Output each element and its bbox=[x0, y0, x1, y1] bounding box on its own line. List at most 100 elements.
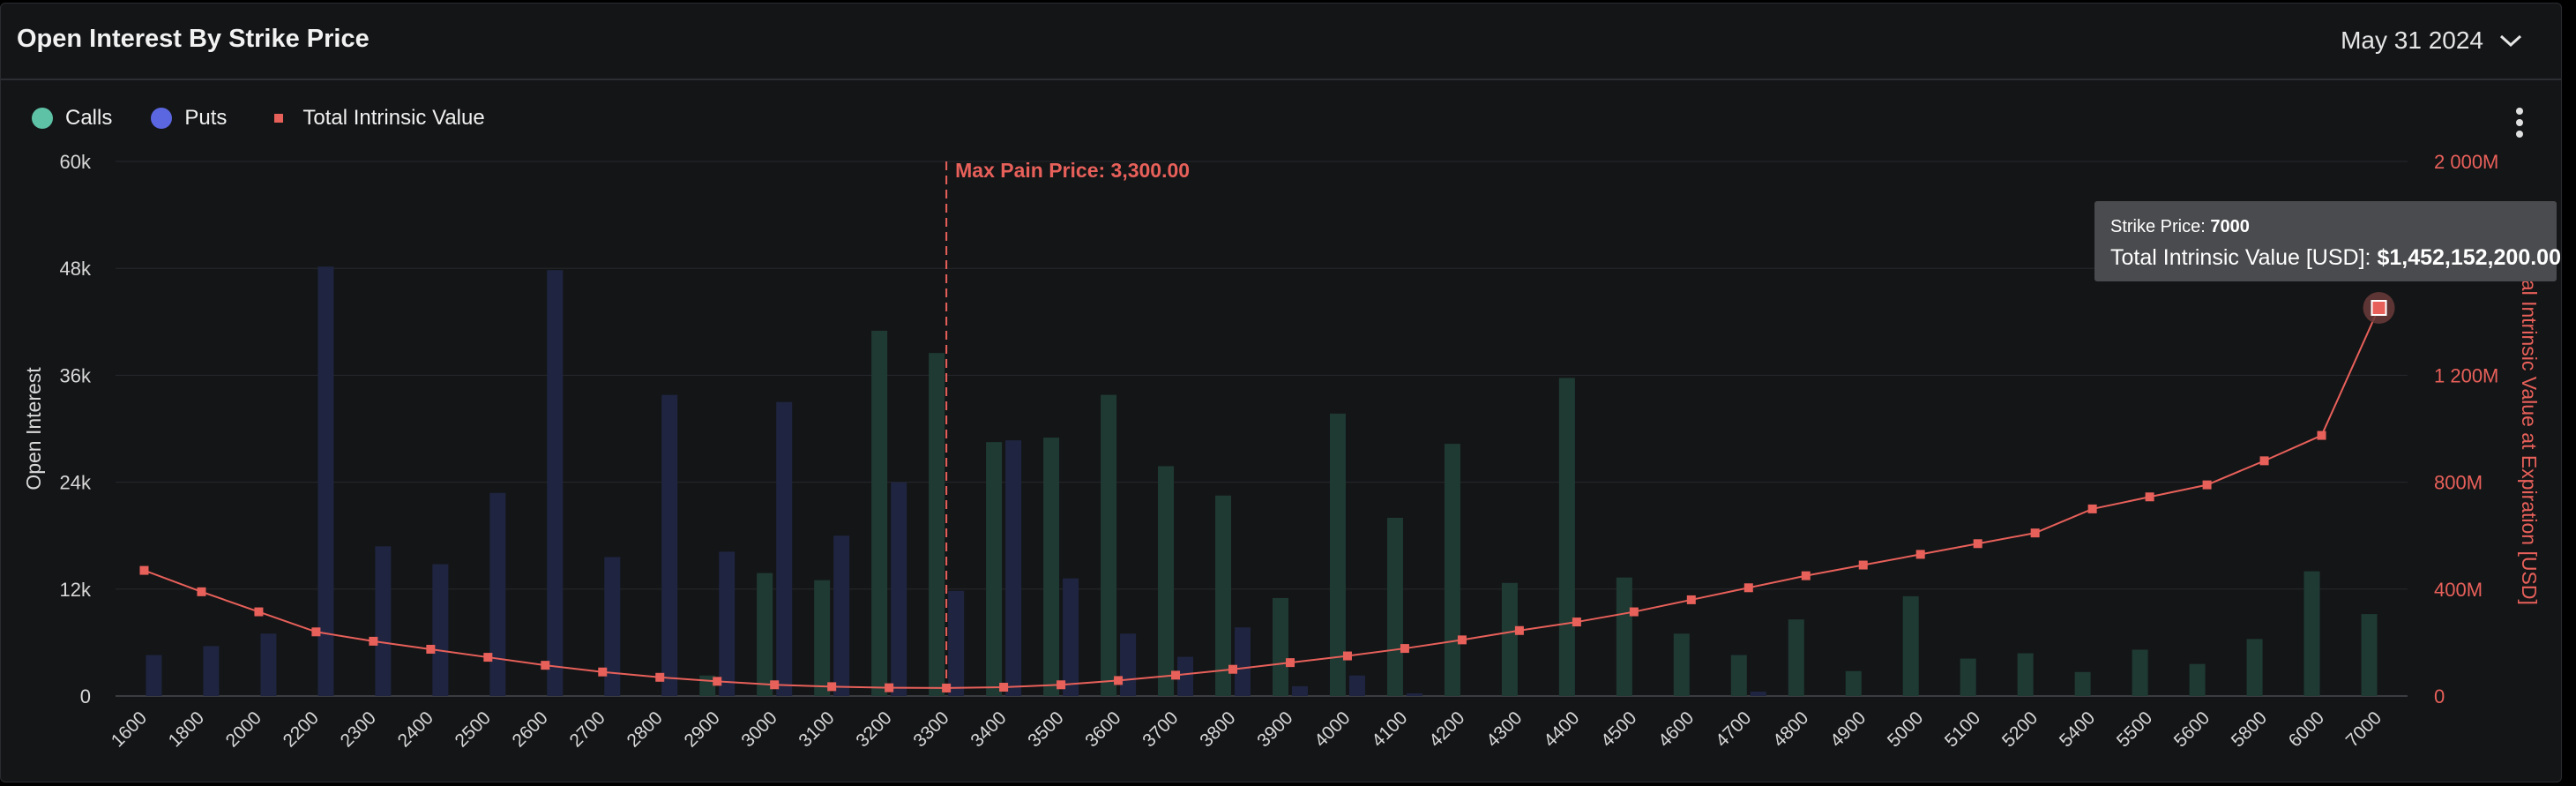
puts-bar bbox=[1348, 675, 1365, 696]
intrinsic-value-point bbox=[2145, 492, 2154, 502]
puts-bar bbox=[432, 564, 449, 696]
intrinsic-value-point bbox=[197, 587, 206, 596]
calls-bar bbox=[1501, 582, 1518, 696]
puts-bar bbox=[948, 590, 965, 696]
intrinsic-value-point bbox=[369, 636, 378, 646]
x-tick-label: 2200 bbox=[280, 707, 323, 751]
y-left-tick-label: 36k bbox=[60, 364, 92, 386]
calls-bar bbox=[1444, 444, 1460, 696]
legend-item-total-intrinsic-value[interactable]: Total Intrinsic Value bbox=[265, 106, 485, 131]
puts-bar bbox=[203, 646, 220, 696]
y-left-tick-label: 48k bbox=[60, 258, 92, 280]
calls-bar bbox=[1788, 619, 1804, 696]
tooltip-strike: Strike Price: 7000 bbox=[2110, 217, 2250, 237]
calls-bar bbox=[1616, 577, 1632, 696]
puts-bar bbox=[146, 655, 162, 696]
x-tick-label: 4300 bbox=[1482, 707, 1526, 751]
intrinsic-value-point bbox=[483, 653, 493, 662]
x-tick-label: 4200 bbox=[1425, 707, 1468, 751]
calls-bar bbox=[1101, 394, 1117, 696]
x-tick-label: 5800 bbox=[2228, 707, 2271, 751]
calls-bar bbox=[2303, 571, 2320, 696]
expiry-date-select[interactable]: May 31 2024 bbox=[2341, 26, 2522, 55]
x-tick-label: 3000 bbox=[737, 707, 780, 751]
puts-bar bbox=[776, 401, 793, 696]
x-tick-label: 5600 bbox=[2170, 707, 2214, 751]
intrinsic-value-point bbox=[770, 680, 780, 690]
intrinsic-value-point bbox=[1915, 550, 1925, 559]
y-left-tick-label: 60k bbox=[60, 151, 92, 173]
more-vertical-icon bbox=[2516, 108, 2523, 115]
calls-bar bbox=[1215, 495, 1232, 696]
y-right-tick-label: 2 000M bbox=[2434, 151, 2498, 173]
x-tick-label: 5500 bbox=[2113, 707, 2156, 751]
puts-bar bbox=[1120, 633, 1137, 696]
intrinsic-value-point bbox=[1057, 680, 1066, 690]
intrinsic-value-point bbox=[1171, 670, 1181, 680]
puts-bar bbox=[489, 492, 506, 696]
intrinsic-value-point bbox=[1572, 618, 1581, 627]
intrinsic-value-point bbox=[827, 682, 837, 692]
calls-bar bbox=[1845, 670, 1862, 696]
intrinsic-value-line bbox=[144, 307, 2380, 689]
x-tick-label: 4100 bbox=[1368, 707, 1411, 751]
calls-bar bbox=[1730, 655, 1747, 696]
x-tick-label: 2500 bbox=[452, 707, 495, 751]
intrinsic-value-point bbox=[885, 683, 894, 692]
puts-bar bbox=[260, 633, 277, 696]
intrinsic-value-point bbox=[1228, 664, 1238, 674]
x-tick-label: 4900 bbox=[1826, 707, 1870, 751]
max-pain-label: Max Pain Price: 3,300.00 bbox=[955, 159, 1190, 182]
x-tick-label: 3400 bbox=[967, 707, 1010, 751]
tooltip-value: Total Intrinsic Value [USD]: $1,452,152,… bbox=[2110, 245, 2561, 271]
intrinsic-value-point bbox=[2087, 504, 2097, 513]
calls-bar bbox=[1558, 378, 1575, 696]
x-tick-label: 1600 bbox=[108, 707, 151, 751]
puts-legend-marker bbox=[151, 108, 173, 129]
puts-bar bbox=[1235, 627, 1251, 696]
intrinsic-value-point bbox=[1342, 651, 1352, 661]
legend-label: Puts bbox=[184, 106, 228, 130]
intrinsic-value-point bbox=[1285, 658, 1295, 668]
legend-item-calls[interactable]: Calls bbox=[32, 106, 112, 131]
puts-bar bbox=[1005, 440, 1022, 696]
x-tick-label: 2300 bbox=[337, 707, 380, 751]
more-dot bbox=[2516, 119, 2523, 126]
intrinsic-value-point bbox=[311, 627, 321, 637]
calls-bar bbox=[2132, 649, 2148, 696]
intrinsic-value-legend-marker bbox=[274, 114, 284, 123]
x-tick-label: 2000 bbox=[222, 707, 265, 751]
chevron-down-icon bbox=[2499, 34, 2522, 48]
x-tick-label: 2800 bbox=[623, 707, 666, 751]
puts-bar bbox=[833, 535, 850, 696]
y-left-tick-label: 12k bbox=[60, 579, 92, 601]
puts-bar bbox=[1750, 691, 1766, 696]
x-tick-label: 4800 bbox=[1769, 707, 1812, 751]
calls-bar bbox=[1272, 597, 1288, 696]
chart-menu-button[interactable] bbox=[2514, 108, 2525, 139]
y-right-tick-label: 400M bbox=[2434, 579, 2483, 601]
puts-bar bbox=[604, 557, 621, 696]
calls-bar bbox=[2017, 653, 2034, 696]
x-tick-label: 3700 bbox=[1139, 707, 1182, 751]
legend-item-puts[interactable]: Puts bbox=[151, 106, 227, 131]
y-right-tick-label: 1 200M bbox=[2434, 364, 2498, 386]
intrinsic-value-point bbox=[1400, 644, 1409, 654]
intrinsic-value-point bbox=[999, 683, 1009, 692]
x-tick-label: 2900 bbox=[680, 707, 723, 751]
intrinsic-value-point bbox=[139, 565, 149, 575]
x-tick-label: 1800 bbox=[165, 707, 208, 751]
page-title: Open Interest By Strike Price bbox=[17, 25, 370, 53]
calls-bar bbox=[1158, 466, 1175, 696]
x-tick-label: 3200 bbox=[852, 707, 895, 751]
expiry-date-value: May 31 2024 bbox=[2341, 26, 2483, 54]
calls-bar bbox=[1673, 633, 1690, 696]
y-left-tick-label: 0 bbox=[80, 685, 91, 707]
calls-bar bbox=[1902, 595, 1919, 696]
calls-bar bbox=[814, 580, 831, 696]
x-tick-label: 3600 bbox=[1081, 707, 1124, 751]
calls-bar bbox=[1329, 413, 1346, 696]
x-tick-label: 5000 bbox=[1884, 707, 1927, 751]
x-tick-label: 2700 bbox=[566, 707, 609, 751]
